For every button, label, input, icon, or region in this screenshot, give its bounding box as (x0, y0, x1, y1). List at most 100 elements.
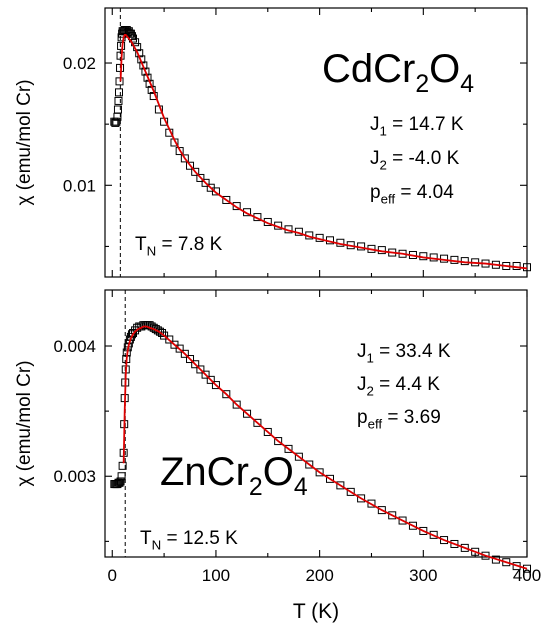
data-point (274, 437, 283, 446)
tn-label-subscript: N (152, 538, 162, 553)
data-point (305, 460, 314, 469)
fit-parameter-subscript: 2 (367, 384, 374, 399)
data-point (346, 487, 355, 496)
data-point (180, 154, 189, 163)
data-point (175, 147, 184, 156)
data-point (158, 328, 167, 337)
data-point (315, 468, 324, 477)
tn-label-symbol: T (140, 528, 152, 549)
x-tick-label: 300 (409, 566, 437, 585)
fit-parameter-symbol: J (370, 114, 380, 135)
fit-parameter-subscript: 1 (380, 124, 387, 139)
data-point (211, 187, 220, 196)
data-point (141, 67, 150, 76)
data-point (206, 375, 215, 384)
data-point (284, 444, 293, 453)
data-point (196, 173, 205, 182)
x-axis-label: T (K) (293, 600, 339, 623)
data-point (232, 202, 241, 211)
compound-subscript: 4 (460, 71, 474, 98)
data-point (175, 344, 184, 353)
data-point (523, 564, 531, 573)
data-point (388, 511, 397, 520)
data-point (460, 543, 469, 552)
data-point (243, 409, 252, 418)
data-point (211, 381, 220, 390)
data-point (201, 178, 210, 187)
plot-frame (104, 289, 528, 558)
compound-label: CdCr2O4 (322, 47, 474, 98)
data-point (481, 551, 490, 560)
data-point (186, 161, 195, 170)
data-point (222, 195, 231, 204)
fit-curve (119, 34, 528, 270)
data-point (115, 77, 124, 86)
fit-parameter: J2 = 4.4 K (357, 374, 440, 399)
compound-part: O (263, 450, 294, 494)
zncr2o4-panel: 0.003 0.004 0 100 200 300 400 T (K) χ (emu/mol C… (14, 289, 541, 623)
fit-parameter-subscript: eff (381, 192, 396, 207)
data-point (165, 335, 174, 344)
compound-subscript: 4 (294, 474, 308, 501)
tn-label: TN = 7.8 K (135, 234, 223, 259)
data-point (114, 96, 123, 105)
compound-part: ZnCr (160, 450, 249, 494)
compound-part: O (429, 47, 460, 91)
x-tick-label: 400 (513, 566, 541, 585)
fit-parameter: peff = 4.04 (370, 182, 454, 207)
data-point (112, 117, 121, 126)
data-point (117, 41, 126, 50)
x-tick-label: 100 (202, 566, 230, 585)
x-tick-label: 200 (305, 566, 333, 585)
data-point (232, 400, 241, 409)
data-point (408, 521, 417, 530)
data-point (191, 167, 200, 176)
data-point (222, 390, 231, 399)
tn-label: TN = 12.5 K (140, 528, 238, 553)
y-tick-label: 0.01 (63, 176, 96, 195)
fit-parameter-value: = 4.4 K (374, 374, 440, 395)
data-point (118, 461, 127, 470)
fit-parameter-value: = 3.69 (382, 407, 441, 428)
fit-parameter-value: = -4.0 K (387, 148, 460, 169)
data-point (201, 370, 210, 379)
y-axis-label: χ (emu/mol Cr) (14, 79, 35, 205)
data-point (116, 63, 125, 72)
data-point (450, 539, 459, 548)
compound-subscript: 2 (415, 71, 429, 98)
compound-label: ZnCr2O4 (160, 450, 308, 501)
y-tick-label: 0.02 (63, 54, 96, 73)
tn-label-symbol: T (135, 234, 147, 255)
data-point (367, 499, 376, 508)
data-point (113, 105, 122, 114)
data-point (440, 254, 449, 263)
data-point (450, 255, 459, 264)
data-point (186, 355, 195, 364)
data-point (191, 360, 200, 369)
compound-subscript: 2 (249, 474, 263, 501)
data-point (325, 474, 334, 483)
data-point (471, 547, 480, 556)
fit-curve (122, 325, 528, 570)
fit-parameter-subscript: eff (368, 417, 383, 432)
y-tick-label: 0.004 (53, 337, 96, 356)
fit-parameter: J1 = 14.7 K (370, 114, 464, 139)
fit-parameter-subscript: 1 (367, 351, 374, 366)
fit-parameter-symbol: p (357, 407, 368, 428)
fit-parameter-value: = 14.7 K (387, 114, 464, 135)
data-point (263, 427, 272, 436)
data-point (196, 365, 205, 374)
data-point (117, 472, 126, 481)
data-point (460, 257, 469, 266)
tn-label-value: = 7.8 K (156, 234, 222, 255)
fit-parameter-symbol: J (370, 148, 380, 169)
data-point (116, 477, 125, 486)
fit-parameter-subscript: 2 (380, 158, 387, 173)
fit-parameter: J2 = -4.0 K (370, 148, 460, 173)
data-point (429, 253, 438, 262)
data-point (419, 526, 428, 535)
data-point (111, 118, 120, 127)
data-point (126, 29, 135, 38)
y-tick-label: 0.003 (53, 467, 96, 486)
